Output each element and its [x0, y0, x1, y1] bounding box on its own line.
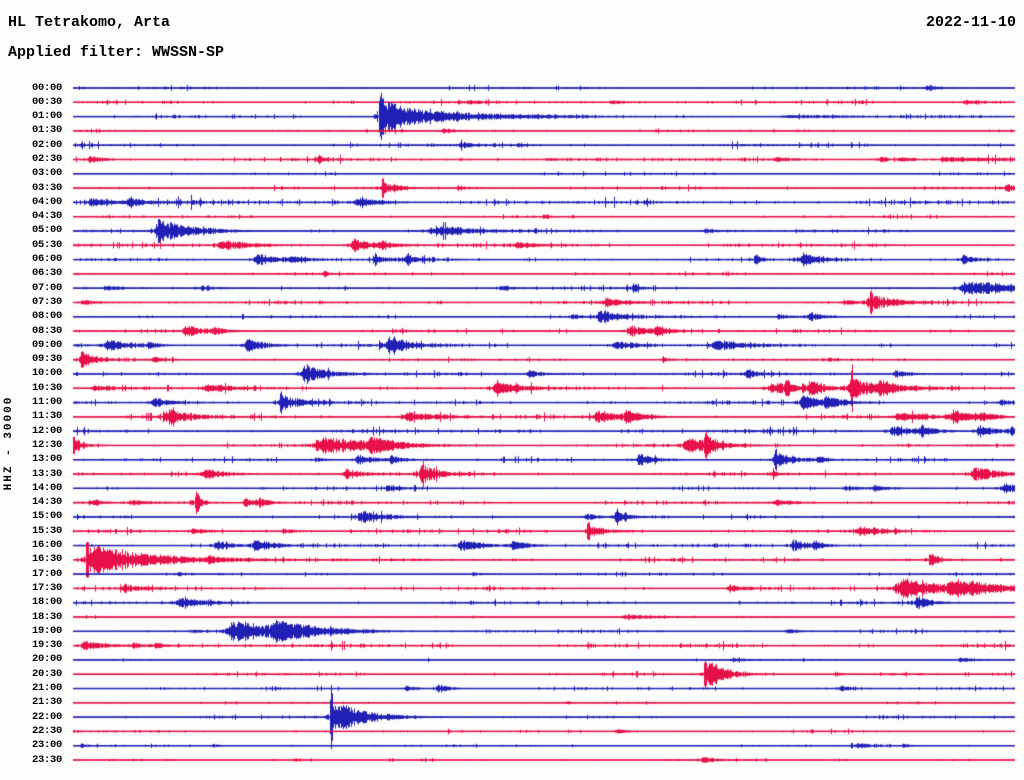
time-label: 21:00 — [31, 682, 62, 695]
time-label: 11:30 — [31, 410, 62, 423]
time-label: 17:30 — [31, 581, 62, 594]
time-label: 07:00 — [31, 281, 62, 294]
time-label: 18:30 — [31, 610, 62, 623]
time-label: 12:30 — [31, 438, 62, 451]
time-label: 10:30 — [31, 381, 62, 394]
time-label: 04:00 — [31, 195, 62, 208]
time-label: 07:30 — [31, 295, 62, 308]
time-label: 18:00 — [31, 596, 62, 609]
time-label: 09:30 — [31, 353, 62, 366]
time-label: 01:30 — [31, 124, 62, 137]
date-label: 2022-11-10 — [925, 14, 1016, 31]
time-label: 03:30 — [31, 181, 62, 194]
time-label: 00:30 — [31, 95, 62, 108]
time-label: 08:00 — [31, 310, 62, 323]
time-label: 10:00 — [31, 367, 62, 380]
time-label: 15:00 — [31, 510, 62, 523]
time-label: 11:00 — [31, 396, 62, 409]
time-label: 13:30 — [31, 467, 62, 480]
time-label: 19:30 — [31, 639, 62, 652]
time-label: 05:30 — [31, 238, 62, 251]
time-label: 23:30 — [31, 753, 62, 766]
time-label: 16:30 — [31, 553, 62, 566]
time-label: 16:00 — [31, 539, 62, 552]
time-label: 21:30 — [31, 696, 62, 709]
time-label: 23:00 — [31, 739, 62, 752]
time-label: 13:00 — [31, 453, 62, 466]
time-label: 22:00 — [31, 710, 62, 723]
time-label: 01:00 — [31, 110, 62, 123]
time-label: 00:00 — [31, 81, 62, 94]
time-label: 22:30 — [31, 724, 62, 737]
time-label: 19:00 — [31, 624, 62, 637]
time-label: 04:30 — [31, 210, 62, 223]
time-label: 20:30 — [31, 667, 62, 680]
time-label: 06:30 — [31, 267, 62, 280]
time-label: 12:00 — [31, 424, 62, 437]
time-label: 03:00 — [31, 167, 62, 180]
time-label: 09:00 — [31, 338, 62, 351]
time-label: 08:30 — [31, 324, 62, 337]
time-label: 02:00 — [31, 138, 62, 151]
time-label: 14:30 — [31, 496, 62, 509]
time-label: 02:30 — [31, 152, 62, 165]
time-label: 20:00 — [31, 653, 62, 666]
time-label: 14:00 — [31, 481, 62, 494]
time-label: 05:00 — [31, 224, 62, 237]
time-label: 15:30 — [31, 524, 62, 537]
filter-label: Applied filter: WWSSN-SP — [8, 44, 225, 61]
time-label: 06:00 — [31, 253, 62, 266]
station-title: HL Tetrakomo, Arta — [8, 14, 171, 31]
time-label-column: 00:00 00:30 01:00 01:30 02:00 02:30 03:00 03:30… — [0, 0, 64, 780]
time-label: 17:00 — [31, 567, 62, 580]
